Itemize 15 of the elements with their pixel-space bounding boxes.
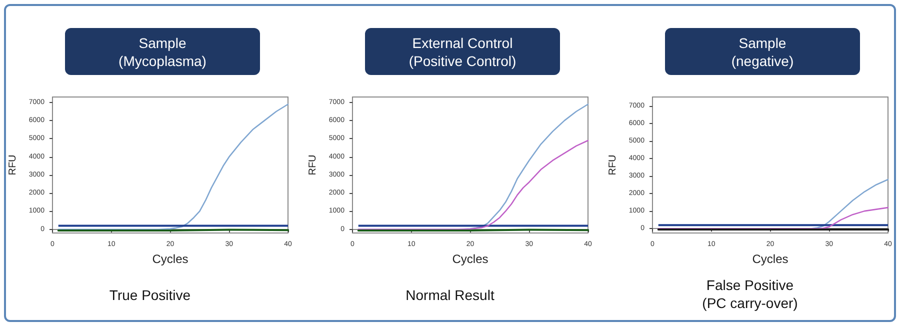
x-axis-title: Cycles (452, 252, 488, 266)
chart-title: Sample (Mycoplasma) (65, 28, 260, 75)
x-axis-title: Cycles (152, 252, 188, 266)
chart-title: Sample (negative) (665, 28, 860, 75)
x-axis-title: Cycles (752, 252, 788, 266)
y-axis-title: RFU (308, 154, 318, 176)
y-axis-title: RFU (8, 154, 18, 176)
text: True Positive (108, 286, 192, 304)
chart-title: External Control (Positive Control) (365, 28, 560, 75)
line-series (358, 140, 589, 230)
text: Normal Result (404, 286, 496, 304)
text: False Positive (PC carry-over) (701, 276, 799, 312)
line-series (58, 104, 289, 230)
line-series (658, 206, 889, 230)
y-axis-title: RFU (608, 154, 618, 176)
